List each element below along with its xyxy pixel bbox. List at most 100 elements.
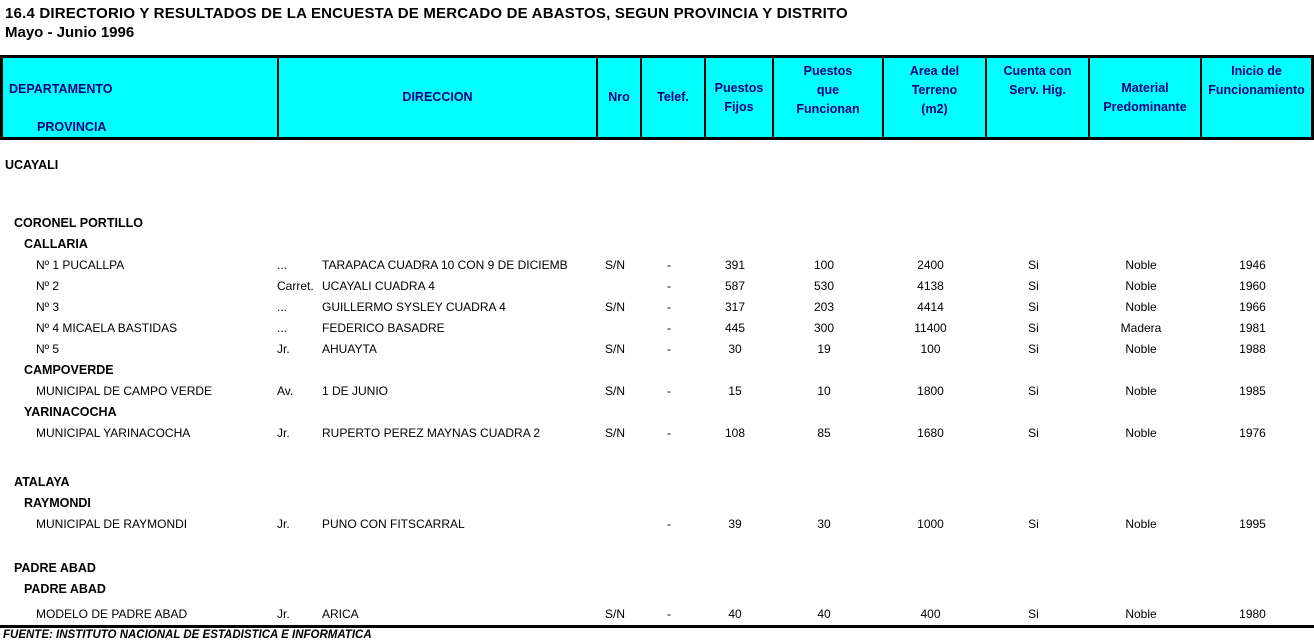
material-cell: Noble (1125, 607, 1157, 621)
header-material-predominante: Material Predominante (1088, 58, 1200, 137)
puestos-fijos-cell: 39 (728, 517, 742, 531)
market-name-cell: Nº 3 (36, 300, 60, 314)
inicio-cell: 1985 (1239, 384, 1266, 398)
header-area-del-terreno: Area del Terreno (m2) (882, 58, 985, 137)
market-name-cell: MUNICIPAL DE RAYMONDI (36, 517, 188, 531)
telef-cell: - (667, 426, 671, 440)
district-row: CALLARIA (0, 234, 1314, 255)
nro-cell: S/N (604, 426, 625, 440)
source-note: FUENTE: INSTITUTO NACIONAL DE ESTADISTIC… (3, 629, 372, 641)
direccion-street: PUNO CON FITSCARRAL (322, 517, 465, 531)
direccion-cell: Av. 1 DE JUNIO (274, 381, 593, 402)
area-terreno-cell: 100 (920, 342, 941, 356)
province-label: PADRE ABAD (14, 561, 96, 575)
puestos-funcionan-cell: 40 (817, 607, 831, 621)
district-label: YARINACOCHA (24, 405, 117, 419)
material-cell: Noble (1125, 300, 1157, 314)
puestos-funcionan-cell: 100 (813, 258, 835, 272)
material-cell: Noble (1125, 342, 1157, 356)
puestos-fijos-cell: 40 (728, 607, 742, 621)
header-departamento: DEPARTAMENTO (9, 82, 113, 96)
direccion-prefix: ... (277, 300, 288, 314)
nro-cell (593, 318, 637, 339)
nro-cell: S/N (604, 300, 625, 314)
market-name-cell: MUNICIPAL YARINACOCHA (36, 426, 191, 440)
inicio-cell: 1966 (1239, 300, 1266, 314)
market-row: Nº 3... GUILLERMO SYSLEY CUADRA 4 S/N - 317 2… (0, 297, 1314, 318)
inicio-cell: 1980 (1239, 607, 1266, 621)
area-terreno-cell: 1680 (917, 426, 944, 440)
nro-cell: S/N (604, 342, 625, 356)
material-cell: Madera (1120, 321, 1162, 335)
district-row: CAMPOVERDE (0, 360, 1314, 381)
province-row: CORONEL PORTILLO (0, 213, 1314, 234)
direccion-street: AHUAYTA (322, 342, 377, 356)
nro-cell (593, 514, 637, 535)
nro-cell: S/N (604, 384, 625, 398)
serv-hig-cell: Si (1028, 517, 1039, 531)
direccion-cell: Jr. AHUAYTA (274, 339, 593, 360)
area-terreno-cell: 1000 (917, 517, 944, 531)
puestos-funcionan-cell: 530 (813, 279, 835, 293)
page-subtitle: Mayo - Junio 1996 (5, 24, 135, 41)
header-puestos-fijos: Puestos Fijos (704, 58, 772, 137)
direccion-prefix: Jr. (277, 517, 290, 531)
direccion-cell: Jr. ARICA (274, 604, 593, 625)
inicio-cell: 1976 (1239, 426, 1266, 440)
nro-cell: S/N (604, 607, 625, 621)
inicio-cell: 1981 (1239, 321, 1266, 335)
district-label: PADRE ABAD (24, 582, 106, 596)
header-cuenta-con-serv-hig: Cuenta con Serv. Hig. (985, 58, 1088, 137)
area-terreno-cell: 400 (920, 607, 941, 621)
header-inicio-de-funcionamiento: Inicio de Funcionamiento (1200, 58, 1311, 137)
telef-cell: - (667, 342, 671, 356)
province-label: CORONEL PORTILLO (14, 216, 143, 230)
puestos-funcionan-cell: 300 (813, 321, 835, 335)
area-terreno-cell: 2400 (917, 258, 944, 272)
inicio-cell: 1960 (1239, 279, 1266, 293)
header-nro: Nro (596, 58, 640, 137)
inicio-cell: 1988 (1239, 342, 1266, 356)
direccion-street: RUPERTO PEREZ MAYNAS CUADRA 2 (322, 426, 541, 440)
direccion-cell: ... TARAPACA CUADRA 10 CON 9 DE DICIEMB (274, 255, 593, 276)
direccion-street: FEDERICO BASADRE (322, 321, 445, 335)
district-label: RAYMONDI (24, 496, 91, 510)
department-row: UCAYALI (0, 155, 1314, 176)
telef-cell: - (667, 384, 671, 398)
direccion-street: GUILLERMO SYSLEY CUADRA 4 (322, 300, 506, 314)
serv-hig-cell: Si (1028, 384, 1039, 398)
telef-cell: - (667, 607, 671, 621)
material-cell: Noble (1125, 384, 1157, 398)
district-label: CALLARIA (24, 237, 88, 251)
puestos-fijos-cell: 30 (728, 342, 742, 356)
serv-hig-cell: Si (1028, 258, 1039, 272)
market-name-cell: MODELO DE PADRE ABAD (36, 607, 188, 621)
direccion-prefix: Carret. (277, 279, 314, 293)
serv-hig-cell: Si (1028, 300, 1039, 314)
serv-hig-cell: Si (1028, 342, 1039, 356)
market-row: Nº 1 PUCALLPA ... TARAPACA CUADRA 10 CON 9… (0, 255, 1314, 276)
market-name-cell: MUNICIPAL DE CAMPO VERDE (36, 384, 213, 398)
telef-cell: - (667, 279, 671, 293)
nro-cell: S/N (604, 258, 625, 272)
material-cell: Noble (1125, 517, 1157, 531)
direccion-prefix: ... (277, 321, 288, 335)
telef-cell: - (667, 300, 671, 314)
market-row: MUNICIPAL YARINACOCHA Jr. RUPERTO PEREZ MA… (0, 423, 1314, 444)
market-row: MUNICIPAL DE CAMPO VERDE Av. 1 DE JUNIO S/N… (0, 381, 1314, 402)
direccion-street: UCAYALI CUADRA 4 (322, 279, 435, 293)
serv-hig-cell: Si (1028, 321, 1039, 335)
area-terreno-cell: 4138 (917, 279, 944, 293)
puestos-funcionan-cell: 85 (817, 426, 831, 440)
market-name-cell: Nº 1 PUCALLPA (36, 258, 125, 272)
inicio-cell: 1995 (1239, 517, 1266, 531)
direccion-prefix: Jr. (277, 342, 290, 356)
direccion-cell: ... FEDERICO BASADRE (274, 318, 593, 339)
page-title: 16.4 DIRECTORIO Y RESULTADOS DE LA ENCUE… (5, 5, 848, 22)
puestos-funcionan-cell: 19 (817, 342, 831, 356)
serv-hig-cell: Si (1028, 279, 1039, 293)
header-geography-column: DEPARTAMENTO PROVINCIA DISTRITO NOMBRE D… (3, 58, 277, 137)
direccion-prefix: ... (277, 258, 288, 272)
material-cell: Noble (1125, 258, 1157, 272)
direccion-cell: Jr. PUNO CON FITSCARRAL (274, 514, 593, 535)
